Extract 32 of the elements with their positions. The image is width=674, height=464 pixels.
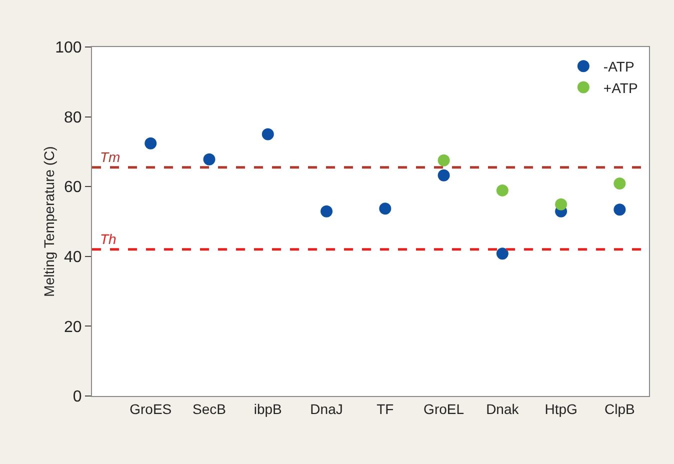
point	[555, 198, 568, 210]
point	[496, 184, 508, 196]
x-tick-label: GroES	[130, 400, 172, 417]
y-tick-label: 80	[64, 109, 82, 126]
y-tick-label: 20	[64, 318, 82, 336]
point	[496, 248, 508, 260]
x-tick-label: TF	[376, 400, 394, 417]
legend-label: +ATP	[603, 80, 638, 96]
point	[203, 153, 216, 166]
x-tick-label: Dnak	[486, 400, 520, 417]
point	[614, 177, 626, 190]
point	[379, 202, 392, 215]
x-tick-label: HtpG	[544, 400, 578, 417]
legend-label: -ATP	[603, 58, 634, 75]
y-tick-label: 60	[64, 179, 82, 196]
point	[144, 137, 157, 150]
x-tick-label: SecB	[192, 400, 226, 417]
ref-line-label: Tm	[100, 149, 121, 165]
point	[438, 169, 450, 182]
x-tick-label: GroEL	[424, 400, 464, 417]
point	[262, 128, 274, 140]
y-tick-label: 0	[72, 388, 82, 406]
ref-line-label: Th	[100, 231, 117, 247]
point	[320, 205, 333, 218]
y-tick-label: 40	[64, 249, 82, 266]
x-tick-label: ibpB	[254, 400, 282, 417]
point	[614, 204, 626, 216]
x-tick-label: ClpB	[604, 400, 635, 417]
y-tick-label: 100	[55, 40, 82, 57]
y-axis-title: Melting Temperature (C)	[41, 146, 57, 297]
point	[438, 154, 450, 166]
x-tick-label: DnaJ	[310, 400, 343, 417]
